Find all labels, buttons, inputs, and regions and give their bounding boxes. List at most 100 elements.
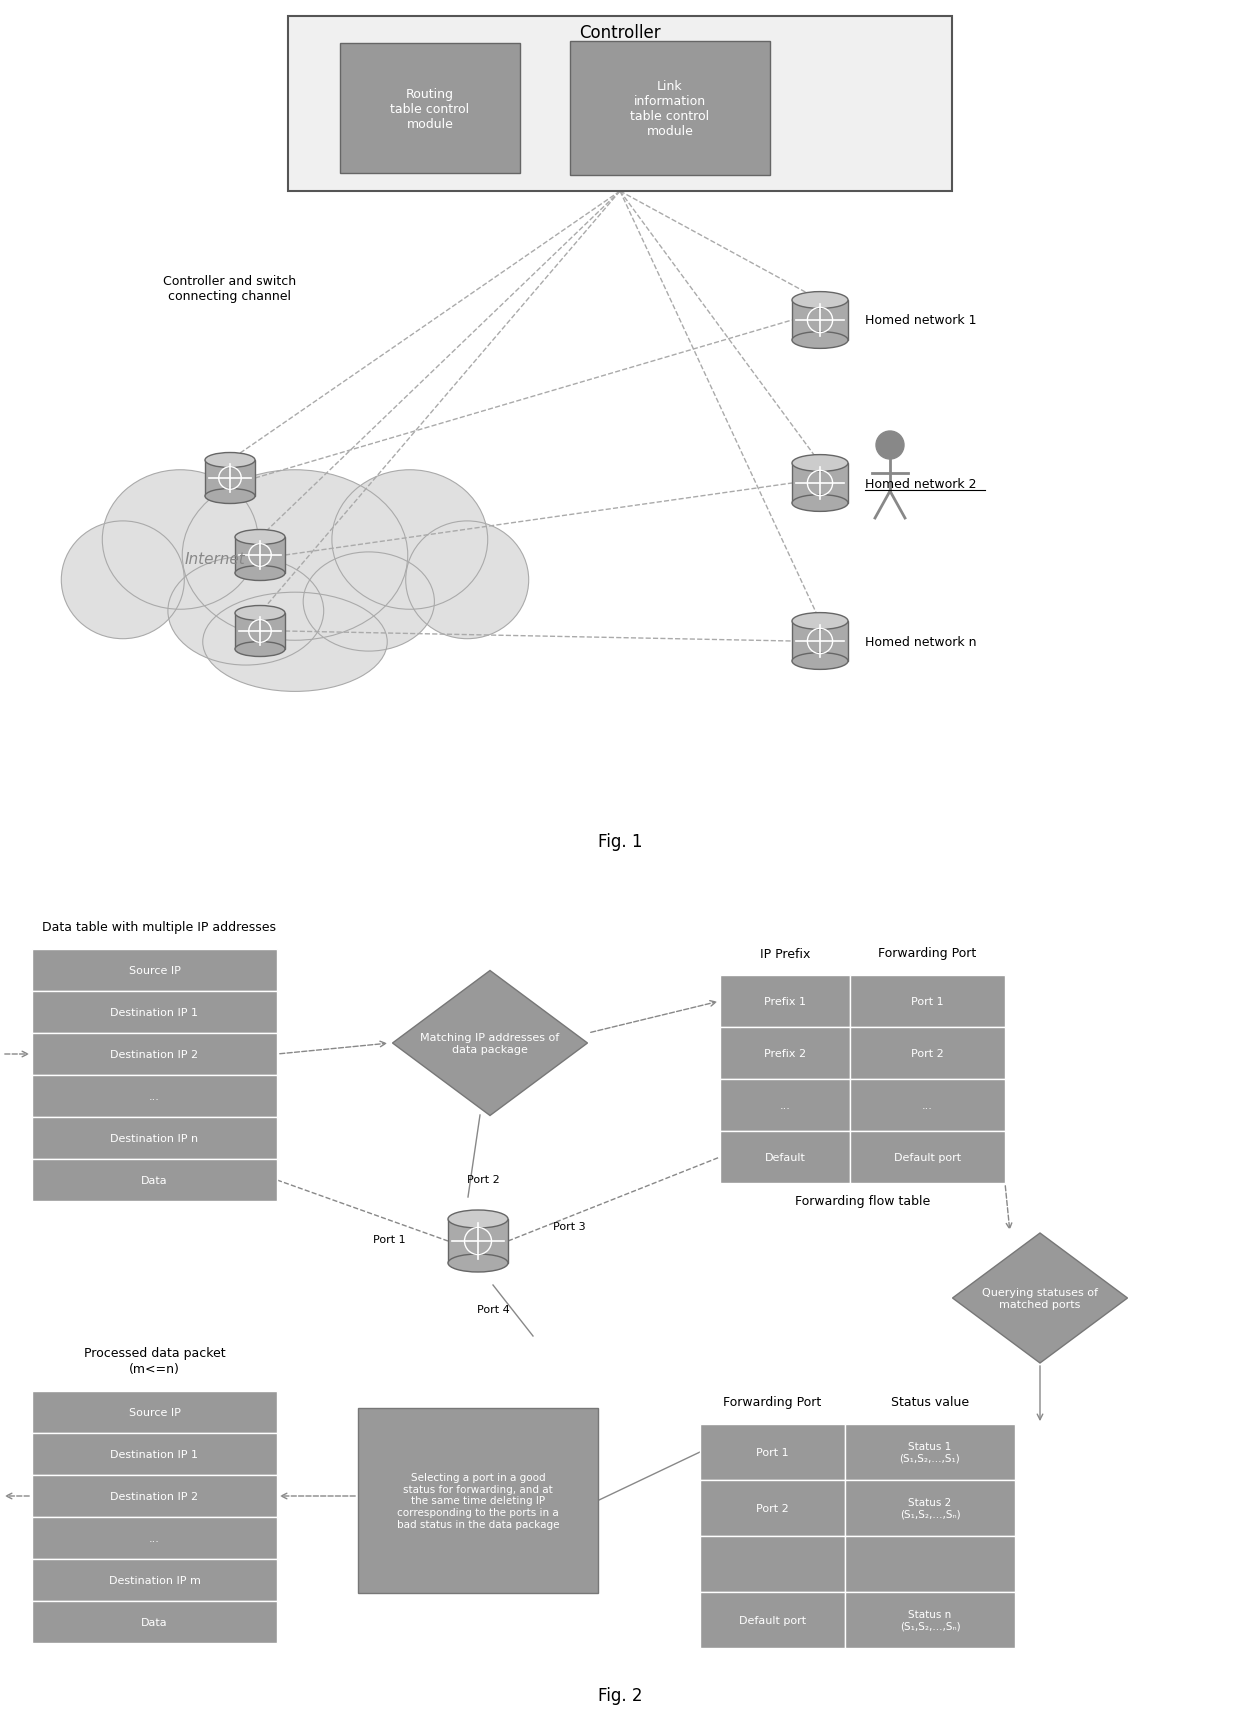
Text: Prefix 1: Prefix 1 bbox=[764, 996, 806, 1006]
Text: ...: ... bbox=[149, 1533, 160, 1544]
Bar bbox=[358, 1408, 598, 1594]
Bar bbox=[720, 975, 849, 1027]
Bar bbox=[570, 41, 770, 176]
Text: Port 1: Port 1 bbox=[373, 1234, 405, 1244]
Text: Homed network n: Homed network n bbox=[866, 636, 977, 648]
Bar bbox=[32, 1390, 277, 1434]
Text: Forwarding Port: Forwarding Port bbox=[723, 1396, 822, 1409]
Text: Homed network 1: Homed network 1 bbox=[866, 314, 977, 327]
Bar bbox=[701, 1537, 844, 1592]
Bar bbox=[844, 1480, 1016, 1537]
Text: Data: Data bbox=[141, 1175, 167, 1185]
Bar bbox=[701, 1592, 844, 1647]
Text: Port 4: Port 4 bbox=[476, 1304, 510, 1315]
Text: Querying statuses of
matched ports: Querying statuses of matched ports bbox=[982, 1287, 1097, 1309]
Ellipse shape bbox=[792, 495, 848, 512]
Ellipse shape bbox=[205, 489, 255, 505]
Ellipse shape bbox=[405, 522, 528, 639]
Bar bbox=[844, 1592, 1016, 1647]
Bar bbox=[849, 1027, 1004, 1079]
Polygon shape bbox=[952, 1234, 1127, 1363]
Text: Data table with multiple IP addresses: Data table with multiple IP addresses bbox=[42, 922, 277, 934]
Text: Destination IP 1: Destination IP 1 bbox=[110, 1008, 198, 1017]
Circle shape bbox=[875, 432, 904, 460]
Text: Default port: Default port bbox=[739, 1614, 806, 1625]
Text: Source IP: Source IP bbox=[129, 965, 181, 975]
Text: Port 3: Port 3 bbox=[553, 1222, 585, 1232]
Bar bbox=[288, 17, 952, 191]
Ellipse shape bbox=[236, 643, 285, 656]
Text: Controller: Controller bbox=[579, 24, 661, 41]
Ellipse shape bbox=[236, 567, 285, 581]
Text: Status value: Status value bbox=[890, 1396, 970, 1409]
Text: Forwarding flow table: Forwarding flow table bbox=[795, 1194, 930, 1208]
Bar bbox=[701, 1425, 844, 1480]
Text: Internet: Internet bbox=[185, 551, 246, 567]
Bar bbox=[32, 1117, 277, 1160]
Text: Fig. 1: Fig. 1 bbox=[598, 832, 642, 851]
Text: Routing
table control
module: Routing table control module bbox=[391, 88, 470, 131]
Bar bbox=[792, 463, 848, 503]
Text: Destination IP 2: Destination IP 2 bbox=[110, 1049, 198, 1060]
Text: Port 1: Port 1 bbox=[756, 1447, 789, 1458]
Text: Processed data packet: Processed data packet bbox=[83, 1347, 226, 1359]
Text: Link
information
table control
module: Link information table control module bbox=[630, 79, 709, 138]
Bar bbox=[32, 1475, 277, 1518]
Text: Port 1: Port 1 bbox=[911, 996, 944, 1006]
Bar bbox=[720, 1132, 849, 1184]
Text: ...: ... bbox=[149, 1091, 160, 1101]
Ellipse shape bbox=[182, 470, 408, 641]
Ellipse shape bbox=[205, 453, 255, 469]
Bar bbox=[32, 1601, 277, 1644]
Bar bbox=[32, 991, 277, 1034]
Text: Destination IP n: Destination IP n bbox=[110, 1134, 198, 1144]
Ellipse shape bbox=[102, 470, 258, 610]
Ellipse shape bbox=[792, 333, 848, 350]
Bar bbox=[205, 460, 255, 496]
Bar bbox=[236, 613, 285, 650]
Ellipse shape bbox=[792, 653, 848, 670]
Bar bbox=[849, 1079, 1004, 1132]
Bar bbox=[340, 45, 520, 174]
Ellipse shape bbox=[448, 1210, 508, 1228]
Bar bbox=[844, 1537, 1016, 1592]
Bar bbox=[32, 1559, 277, 1601]
Bar bbox=[32, 1075, 277, 1117]
Ellipse shape bbox=[236, 531, 285, 544]
Text: Destination IP 2: Destination IP 2 bbox=[110, 1490, 198, 1501]
Bar bbox=[236, 538, 285, 574]
Text: (m<=n): (m<=n) bbox=[129, 1363, 180, 1375]
Bar bbox=[32, 1160, 277, 1201]
Ellipse shape bbox=[792, 293, 848, 308]
Text: Selecting a port in a good
status for forwarding, and at
the same time deleting : Selecting a port in a good status for fo… bbox=[397, 1473, 559, 1528]
Ellipse shape bbox=[203, 593, 387, 693]
Ellipse shape bbox=[61, 522, 185, 639]
Ellipse shape bbox=[792, 455, 848, 472]
Text: Data: Data bbox=[141, 1618, 167, 1627]
Text: Port 2: Port 2 bbox=[756, 1502, 789, 1513]
Bar bbox=[701, 1480, 844, 1537]
Bar bbox=[849, 1132, 1004, 1184]
Bar bbox=[448, 1220, 508, 1263]
Ellipse shape bbox=[304, 553, 434, 651]
Bar bbox=[32, 949, 277, 991]
Text: IP Prefix: IP Prefix bbox=[760, 948, 810, 960]
Text: Fig. 2: Fig. 2 bbox=[598, 1687, 642, 1704]
Text: Homed network 2: Homed network 2 bbox=[866, 477, 977, 491]
Ellipse shape bbox=[448, 1254, 508, 1272]
Bar bbox=[849, 975, 1004, 1027]
Bar bbox=[32, 1518, 277, 1559]
Bar bbox=[720, 1027, 849, 1079]
Text: Source IP: Source IP bbox=[129, 1408, 181, 1418]
Bar bbox=[32, 1034, 277, 1075]
Text: Prefix 2: Prefix 2 bbox=[764, 1048, 806, 1058]
Text: Forwarding Port: Forwarding Port bbox=[878, 948, 977, 960]
Ellipse shape bbox=[167, 557, 324, 665]
Text: Destination IP m: Destination IP m bbox=[109, 1575, 201, 1585]
Text: Status 1
(S₁,S₂,...,S₁): Status 1 (S₁,S₂,...,S₁) bbox=[900, 1442, 960, 1463]
Text: Destination IP 1: Destination IP 1 bbox=[110, 1449, 198, 1459]
Bar bbox=[844, 1425, 1016, 1480]
Bar bbox=[792, 302, 848, 341]
Text: ...: ... bbox=[923, 1101, 932, 1110]
Text: Controller and switch
connecting channel: Controller and switch connecting channel bbox=[164, 276, 296, 303]
